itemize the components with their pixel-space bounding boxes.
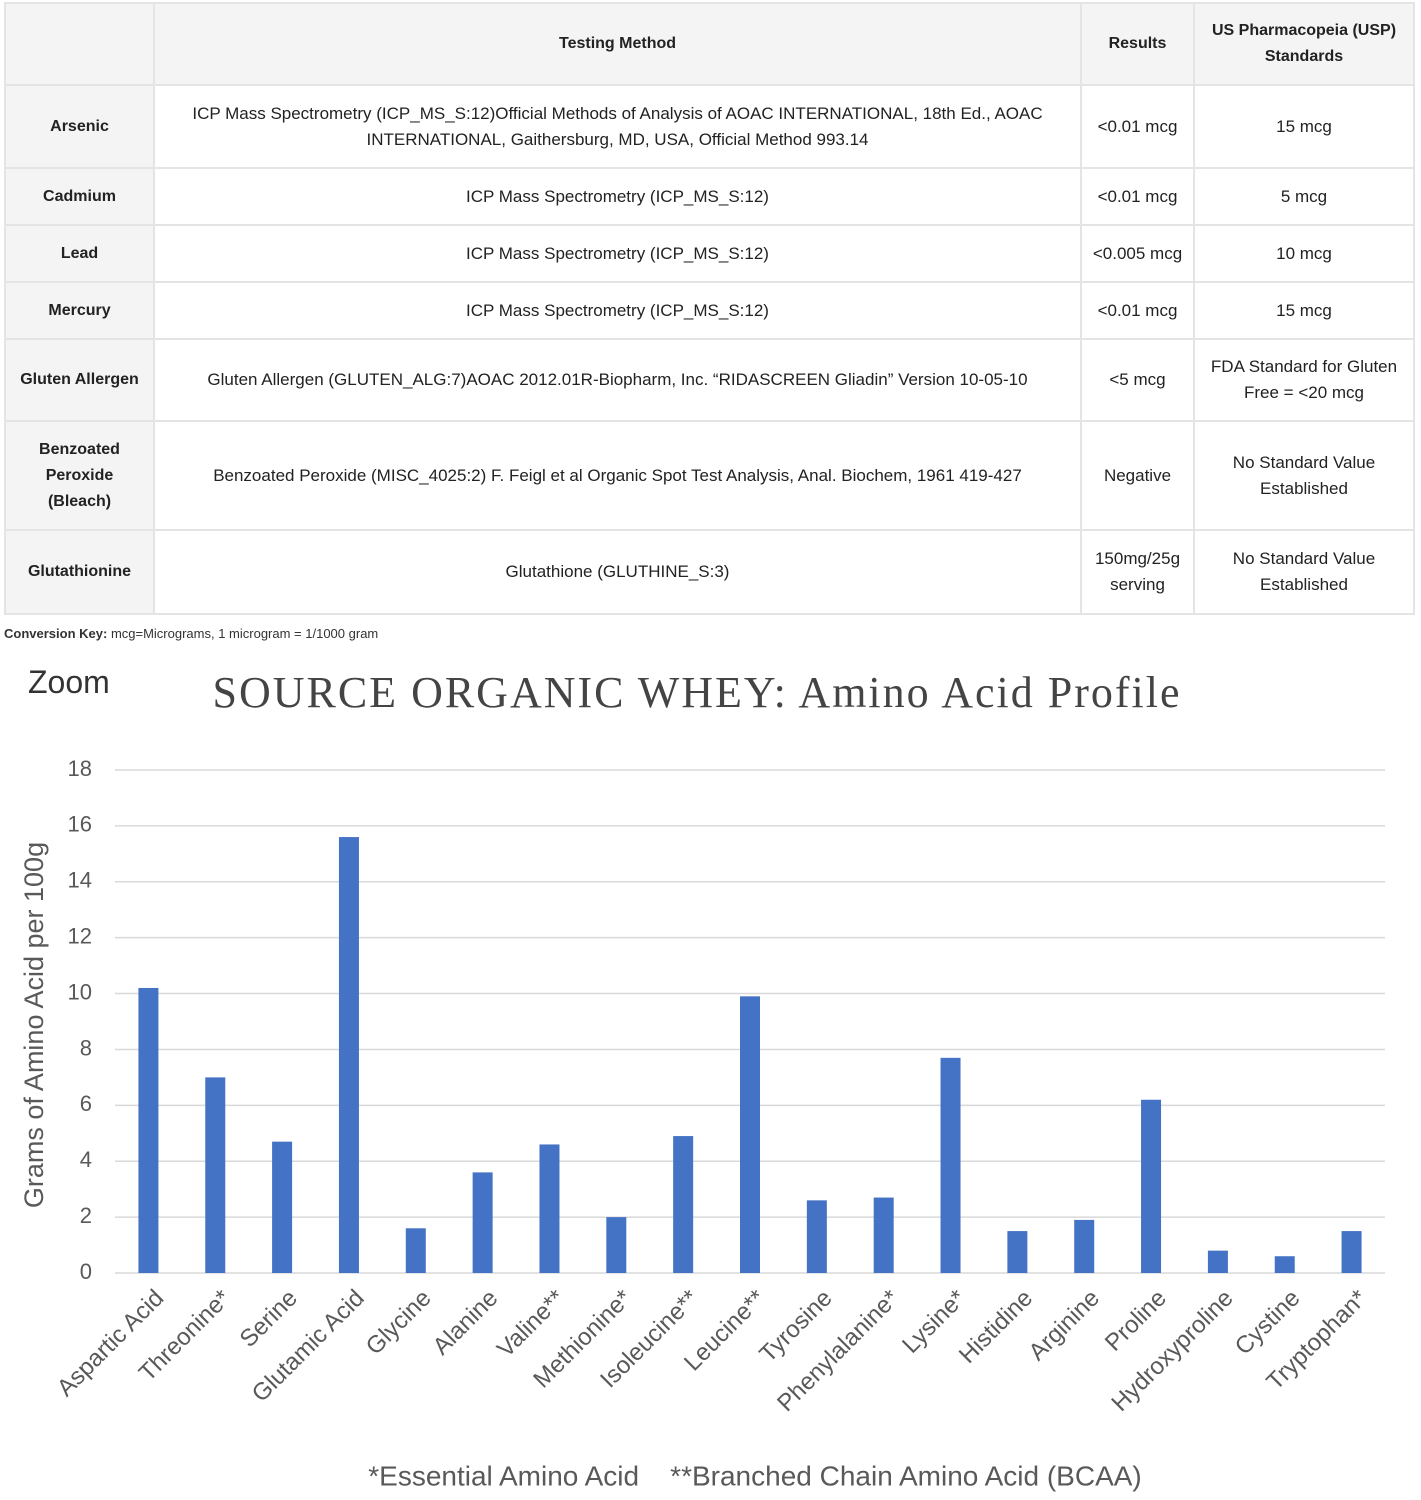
bar [1274,1256,1295,1273]
y-tick-label: 8 [80,1035,92,1060]
bar [1207,1250,1228,1273]
x-tick-label: Histidine [954,1285,1038,1369]
cell: <0.01 mcg [1080,281,1195,340]
table-row: Cadmium ICP Mass Spectrometry (ICP_MS_S:1… [4,167,1415,226]
table-row: Lead ICP Mass Spectrometry (ICP_MS_S:12) <… [4,224,1415,283]
cell: 15 mcg [1193,84,1415,169]
chart-note: *Essential Amino Acid **Branched Chain A… [368,1460,1142,1491]
x-tick-label: Alanine [428,1285,504,1361]
bar [673,1136,694,1273]
results-table: Testing Method Results US Pharmacopeia (US… [4,2,1415,615]
y-tick-label: 14 [68,868,92,893]
x-tick-label: Phenylalanine* [772,1285,904,1417]
bar [873,1197,894,1273]
bar [806,1200,827,1273]
x-tick-label: Arginine [1024,1285,1105,1366]
bar [1074,1219,1095,1273]
zoom-label[interactable]: Zoom [28,664,110,700]
cell: No Standard Value Established [1193,420,1415,531]
header-cell: Testing Method [153,2,1082,86]
y-tick-label: 10 [68,979,92,1004]
y-tick-label: 0 [80,1259,92,1284]
bar [205,1077,226,1273]
bar [472,1172,493,1273]
y-tick-label: 6 [80,1091,92,1116]
key-text: mcg=Micrograms, 1 microgram = 1/1000 gra… [110,626,379,641]
bar [1007,1231,1028,1273]
bar [338,837,359,1273]
cell: Negative [1080,420,1195,531]
cell: ICP Mass Spectrometry (ICP_MS_S:12) [153,167,1082,226]
header-cell: US Pharmacopeia (USP) Standards [1193,2,1415,86]
cell: <5 mcg [1080,338,1195,422]
row-header: Mercury [4,281,155,340]
chart-title: SOURCE ORGANIC WHEY: Amino Acid Profile [212,668,1181,717]
cell: <0.01 mcg [1080,84,1195,169]
row-header: Gluten Allergen [4,338,155,422]
cell: Glutathione (GLUTHINE_S:3) [153,529,1082,615]
cell: <0.005 mcg [1080,224,1195,283]
x-tick-label: Glycine [361,1285,437,1361]
chart: SOURCE ORGANIC WHEY: Amino Acid Profile … [19,668,1385,1491]
cell: ICP Mass Spectrometry (ICP_MS_S:12) [153,281,1082,340]
table-row: Arsenic ICP Mass Spectrometry (ICP_MS_S:1… [4,84,1415,169]
cell: 150mg/25g serving [1080,529,1195,615]
bar [940,1057,961,1273]
y-tick-label: 4 [80,1147,92,1172]
y-axis-label: Grams of Amino Acid per 100g [19,842,49,1208]
row-header: Cadmium [4,167,155,226]
conversion-key: Conversion Key: mcg=Micrograms, 1 microg… [4,626,378,641]
row-header: Arsenic [4,84,155,169]
zoom-button[interactable]: Zoom [28,664,110,701]
table-row: Gluten Allergen Gluten Allergen (GLUTEN_A… [4,338,1415,422]
cell: No Standard Value Established [1193,529,1415,615]
cell: 10 mcg [1193,224,1415,283]
key-label: Conversion Key: [4,626,108,641]
cell: <0.01 mcg [1080,167,1195,226]
cell: 5 mcg [1193,167,1415,226]
cell: 15 mcg [1193,281,1415,340]
y-tick-label: 12 [68,923,92,948]
cell: ICP Mass Spectrometry (ICP_MS_S:12)Offic… [153,84,1082,169]
cell: Benzoated Peroxide (MISC_4025:2) F. Feig… [153,420,1082,531]
row-header: Lead [4,224,155,283]
cell: ICP Mass Spectrometry (ICP_MS_S:12) [153,224,1082,283]
table-row: Benzoated Peroxide (Bleach) Benzoated Per… [4,420,1415,531]
header-row: Testing Method Results US Pharmacopeia (US… [4,2,1415,86]
bar [1141,1099,1162,1273]
bar [740,996,760,1273]
bar [138,987,159,1273]
y-tick-label: 18 [68,756,92,781]
x-tick-label: Hydroxyproline [1106,1285,1238,1417]
bar [1341,1231,1362,1273]
bar [272,1141,293,1273]
header-cell: Results [1080,2,1195,86]
table-row: Glutathionine Glutathione (GLUTHINE_S:3) 1… [4,529,1415,615]
corner-cell [4,2,155,86]
bar [539,1144,560,1273]
row-header: Glutathionine [4,529,155,615]
bar [606,1217,627,1273]
y-tick-label: 2 [80,1203,92,1228]
table-row: Mercury ICP Mass Spectrometry (ICP_MS_S:1… [4,281,1415,340]
row-header: Benzoated Peroxide (Bleach) [4,420,155,531]
cell: FDA Standard for Gluten Free = <20 mcg [1193,338,1415,422]
cell: Gluten Allergen (GLUTEN_ALG:7)AOAC 2012.… [153,338,1082,422]
y-tick-label: 16 [68,812,92,837]
bar [405,1228,426,1273]
